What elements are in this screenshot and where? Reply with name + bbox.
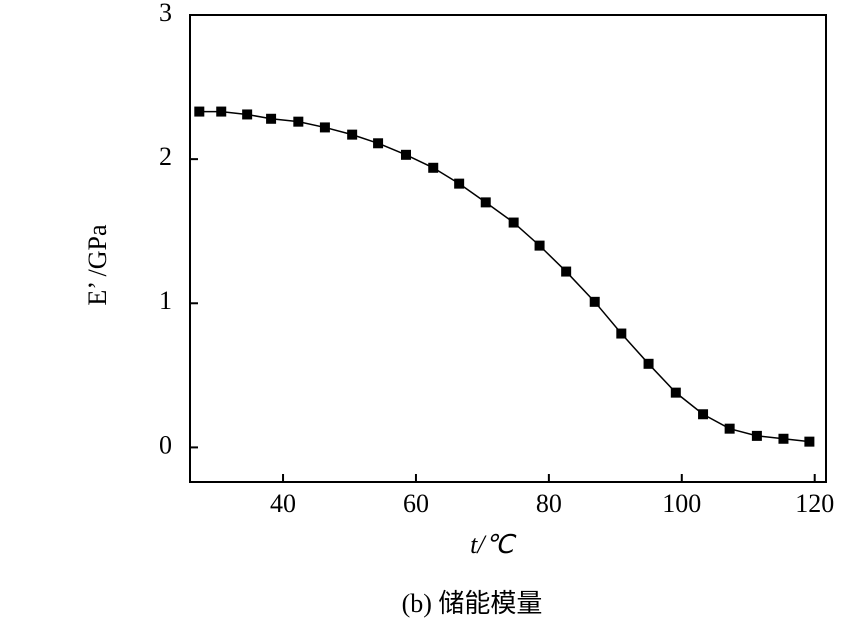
y-tick-label: 1	[159, 286, 172, 315]
data-point	[242, 109, 253, 120]
data-point	[508, 217, 519, 228]
data-point	[698, 409, 709, 420]
data-point	[454, 178, 465, 189]
data-point	[216, 106, 227, 117]
y-tick-label: 0	[159, 430, 172, 459]
y-axis-label: E’ /GPa	[83, 224, 112, 306]
plot-frame	[189, 14, 827, 483]
data-point	[561, 266, 572, 277]
data-point	[266, 113, 277, 124]
data-point	[400, 149, 411, 160]
x-tick-label: 120	[795, 489, 834, 518]
x-tick-label: 40	[270, 489, 296, 518]
caption: (b) 储能模量	[402, 589, 543, 618]
x-tick-label: 60	[403, 489, 429, 518]
x-tick-label: 100	[662, 489, 701, 518]
data-point	[643, 358, 654, 369]
data-point	[319, 122, 330, 133]
y-tick-label: 3	[159, 0, 172, 27]
x-axis-label: t/℃	[470, 530, 516, 559]
data-point	[347, 129, 358, 140]
data-point	[194, 106, 205, 117]
y-tick-label: 2	[159, 142, 172, 171]
data-point	[616, 328, 627, 339]
data-point	[778, 433, 789, 444]
data-point	[751, 430, 762, 441]
data-point	[804, 436, 815, 447]
data-point	[589, 296, 600, 307]
data-point	[373, 138, 384, 149]
data-point	[724, 423, 735, 434]
data-point	[534, 240, 545, 251]
data-point	[480, 197, 491, 208]
series-line	[199, 110, 810, 443]
data-point	[428, 162, 439, 173]
data-point	[293, 116, 304, 127]
x-tick-label: 80	[536, 489, 562, 518]
data-point	[670, 387, 681, 398]
